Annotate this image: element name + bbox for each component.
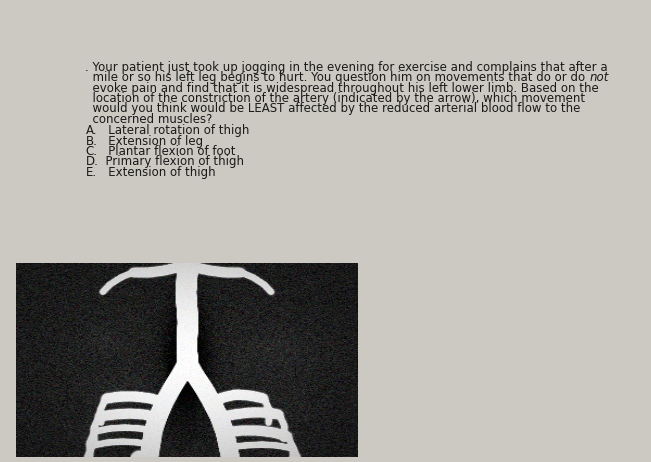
Text: concerned muscles?: concerned muscles?: [85, 113, 213, 126]
Text: Plantar flexion of foot: Plantar flexion of foot: [98, 145, 236, 158]
Text: not: not: [589, 71, 609, 84]
Text: Primary flexion of thigh: Primary flexion of thigh: [98, 155, 244, 168]
Text: would you think would be LEAST affected by the reduced arterial blood flow to th: would you think would be LEAST affected …: [85, 103, 581, 116]
Text: Extension of thigh: Extension of thigh: [96, 166, 215, 179]
Text: Extension of leg: Extension of leg: [97, 134, 203, 147]
Text: evoke pain and find that it is widespread throughout his left lower limb. Based : evoke pain and find that it is widesprea…: [85, 82, 599, 95]
Text: E.: E.: [85, 166, 96, 179]
Text: Lateral rotation of thigh: Lateral rotation of thigh: [97, 124, 249, 137]
Text: location of the constriction of the artery (indicated by the arrow), which movem: location of the constriction of the arte…: [85, 92, 585, 105]
Text: mile or so his left leg begins to hurt. You question him on movements that do or: mile or so his left leg begins to hurt. …: [85, 71, 589, 84]
Text: A.: A.: [85, 124, 97, 137]
Text: . Your patient just took up jogging in the evening for exercise and complains th: . Your patient just took up jogging in t…: [85, 61, 608, 74]
Text: B.: B.: [85, 134, 97, 147]
Text: C.: C.: [85, 145, 98, 158]
Text: D.: D.: [85, 155, 98, 168]
